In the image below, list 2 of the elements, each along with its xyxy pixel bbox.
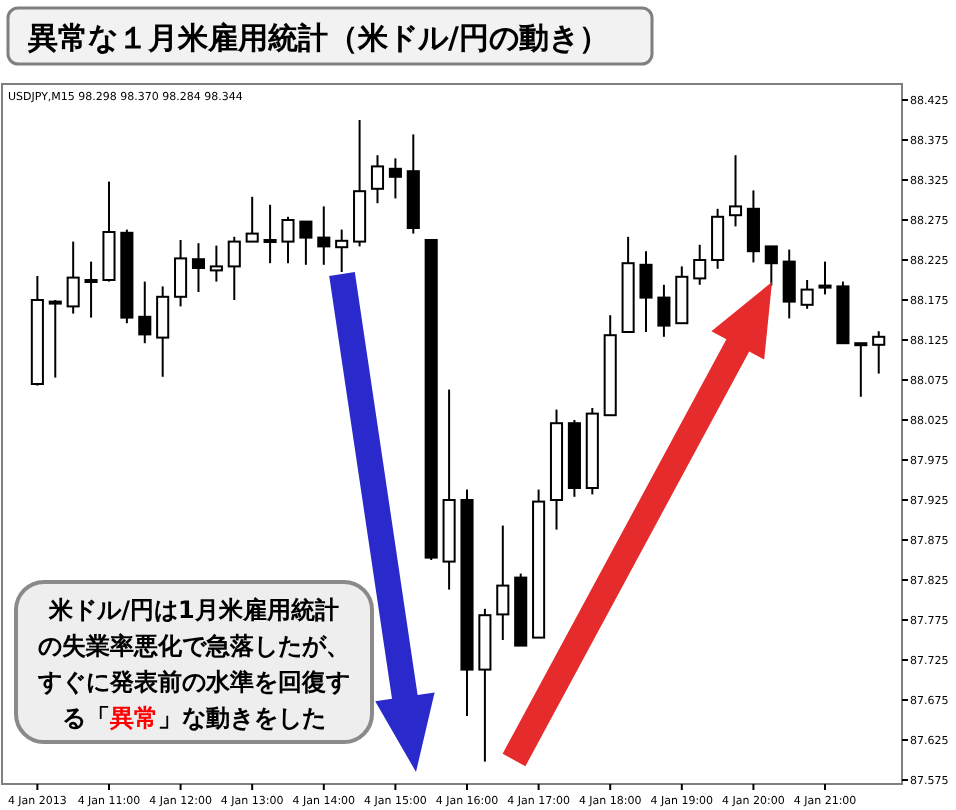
- chart-title: 異常な１月米雇用統計（米ドル/円の動き）: [26, 20, 609, 56]
- annotation: 米ドル/円は1月米雇用統計の失業率悪化で急落したが、すぐに発表前の水準を回復する「異常」な動きをした: [36, 596, 350, 732]
